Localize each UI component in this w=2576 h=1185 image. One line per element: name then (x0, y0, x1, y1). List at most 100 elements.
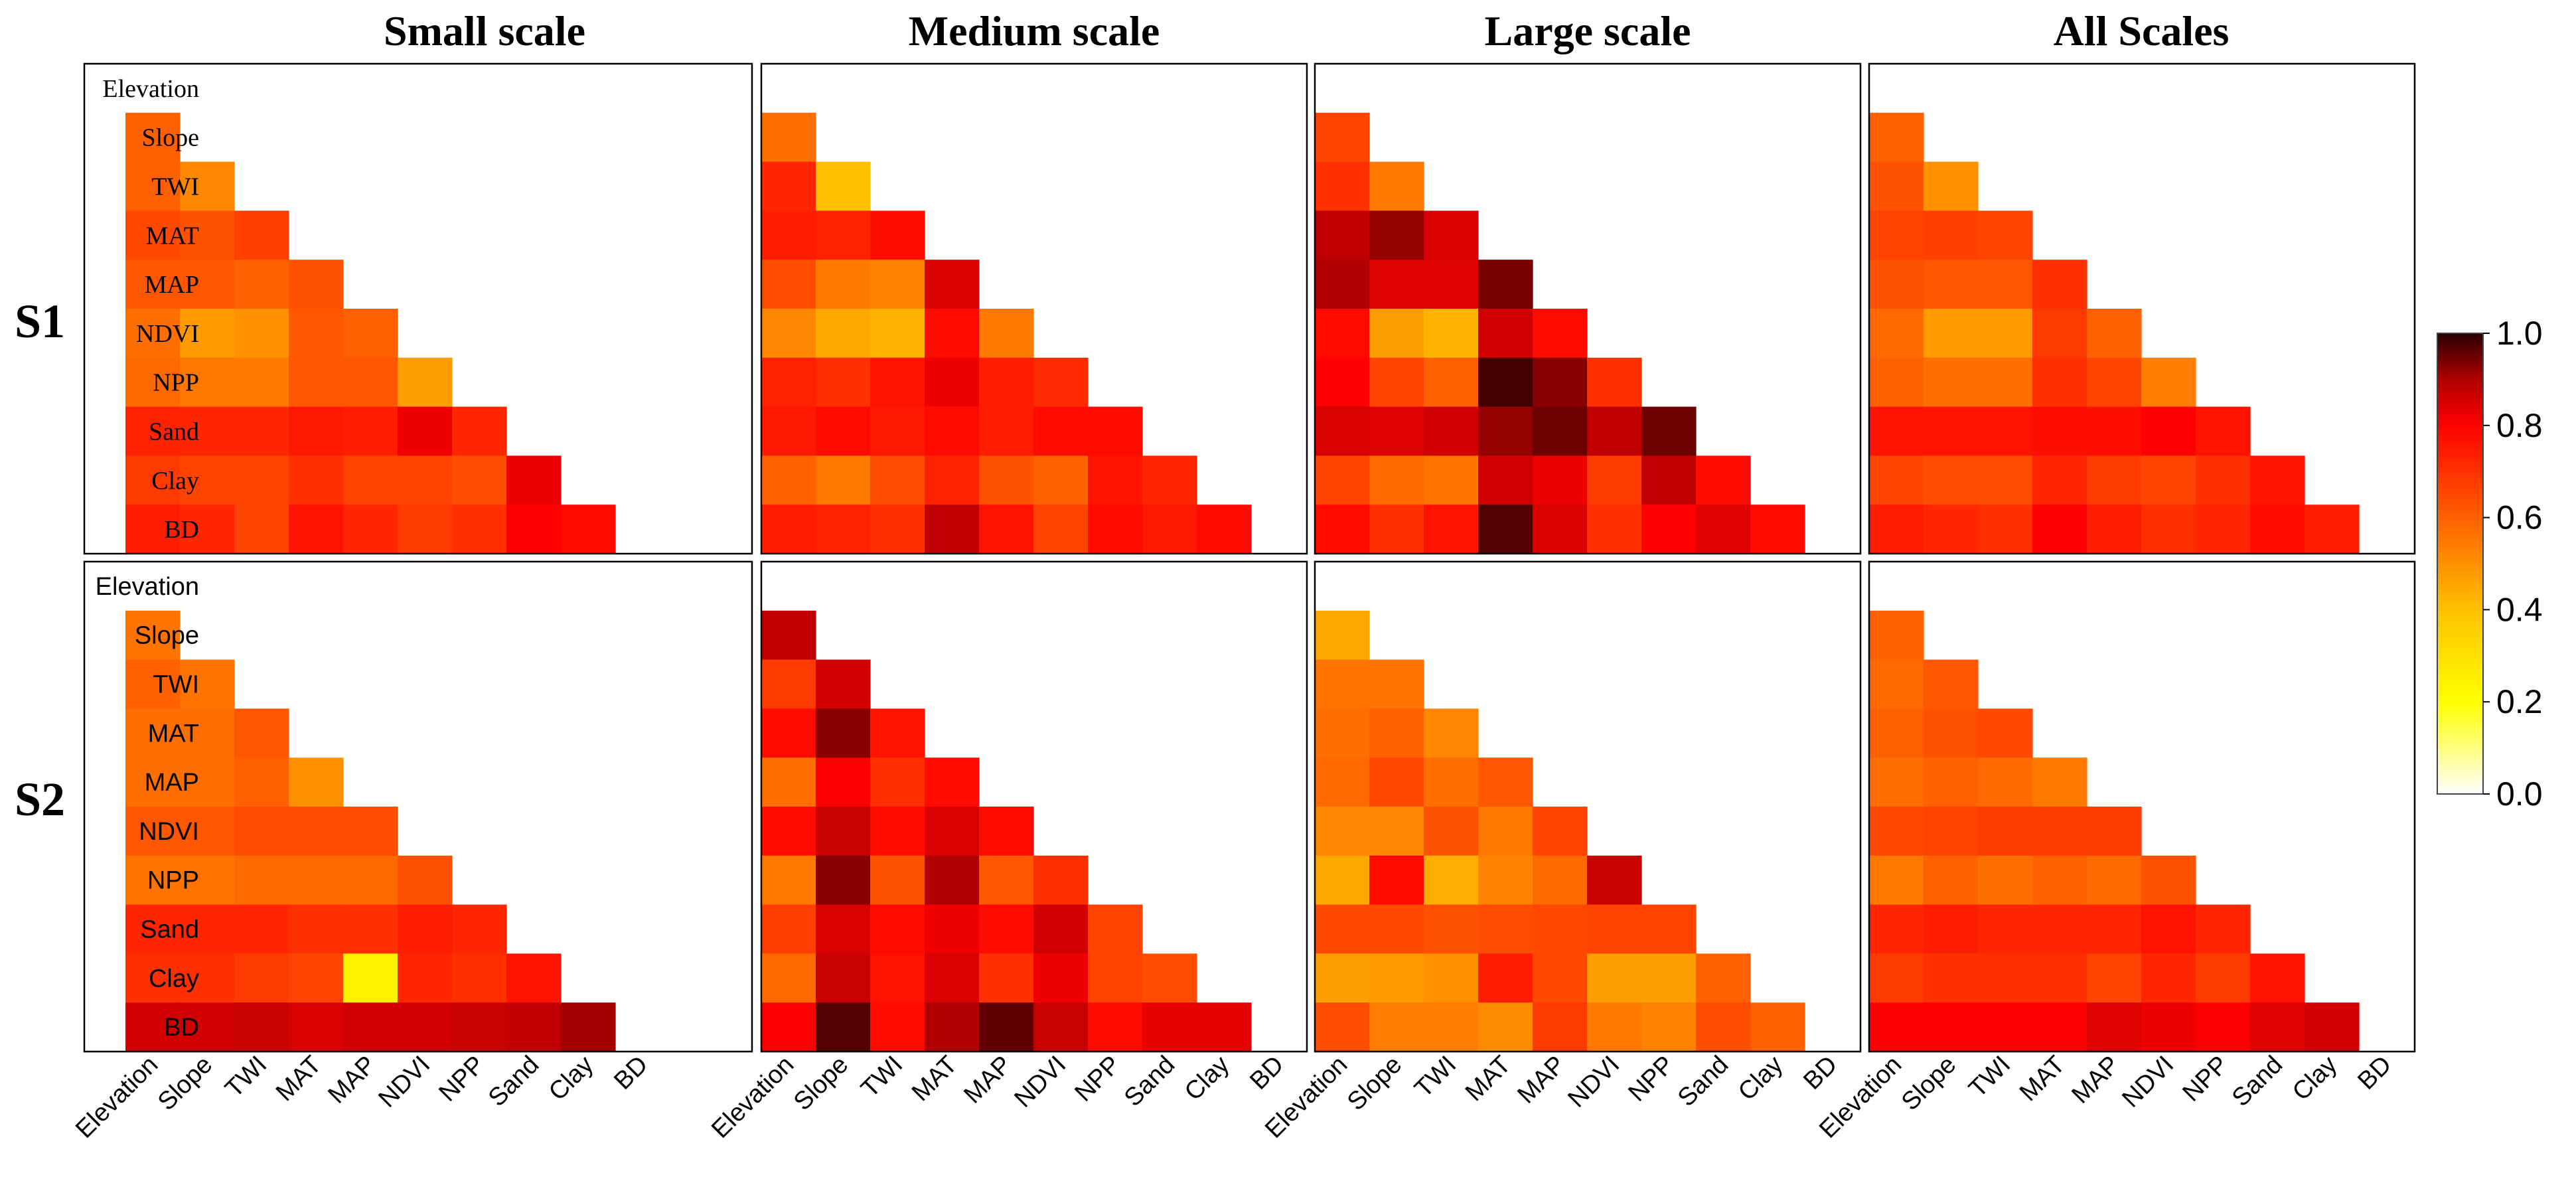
heatmap-cell (870, 210, 925, 260)
heatmap-cell (125, 757, 181, 807)
heatmap-cell (180, 708, 235, 758)
heatmap-cell (1478, 904, 1533, 954)
heatmap-cell (2196, 505, 2251, 554)
heatmap-cell (2087, 505, 2142, 554)
heatmap-cell (761, 309, 816, 358)
heatmap-cell (125, 260, 181, 309)
heatmap-cell (234, 807, 289, 856)
heatmap-panel (1314, 62, 1862, 555)
heatmap-cell (1315, 953, 1370, 1003)
heatmap-cell (1533, 505, 1588, 554)
x-tick-label: TWI (1409, 1051, 1462, 1103)
heatmap-cell (1142, 455, 1197, 505)
y-tick-label: BD (164, 516, 199, 544)
heatmap-cell (289, 807, 344, 856)
heatmap-cell (1641, 505, 1697, 554)
y-tick-label: NDVI (139, 818, 199, 846)
heatmap-cell (2141, 357, 2196, 408)
heatmap-cell (1869, 757, 1924, 807)
heatmap-cell (1533, 807, 1588, 856)
heatmap-cell (289, 260, 344, 309)
panel-border (83, 560, 753, 1053)
panel-border (1314, 62, 1862, 555)
heatmap-cell (2032, 757, 2087, 807)
heatmap-cell (1478, 505, 1533, 554)
heatmap-cell (1869, 161, 1924, 211)
heatmap-cell (180, 757, 235, 807)
x-tick-label: Sand (1119, 1051, 1180, 1112)
y-tick-label: Sand (149, 418, 199, 446)
heatmap-cell (1424, 1002, 1479, 1052)
heatmap-cell (1315, 807, 1370, 856)
heatmap-cell (1369, 708, 1424, 758)
heatmap-cell (1924, 210, 1979, 260)
heatmap-cell (1369, 659, 1424, 709)
heatmap-cell (289, 406, 344, 456)
heatmap-cell (180, 659, 235, 709)
heatmap-cell (1924, 161, 1979, 211)
heatmap-cell (1978, 708, 2033, 758)
heatmap-panel (83, 560, 753, 1053)
x-tick-label: NDVI (1562, 1051, 1625, 1113)
x-tick-label: MAT (907, 1051, 962, 1107)
x-tick-label: Clay (1179, 1051, 1235, 1106)
heatmap-cell (1478, 807, 1533, 856)
heatmap-cell (870, 406, 925, 456)
heatmap-cell (1978, 260, 2033, 309)
heatmap-cell (1424, 807, 1479, 856)
heatmap-cell (2141, 904, 2196, 954)
x-tick-label: Elevation (70, 1051, 163, 1144)
heatmap-cell (1978, 309, 2033, 358)
heatmap-cell (870, 953, 925, 1003)
heatmap-cell (2087, 1002, 2142, 1052)
heatmap-cell (452, 455, 507, 505)
heatmap-cell (761, 455, 816, 505)
heatmap-cell (1315, 357, 1370, 408)
heatmap-cell (979, 807, 1034, 856)
heatmap-cell (1533, 1002, 1588, 1052)
heatmap-cell (234, 406, 289, 456)
heatmap-cell (1869, 953, 1924, 1003)
heatmap-cell (234, 953, 289, 1003)
heatmap-cell (398, 357, 453, 408)
heatmap-cell (1315, 904, 1370, 954)
heatmap-cell (125, 505, 181, 554)
heatmap-cell (1924, 406, 1979, 456)
heatmap-cell (1315, 406, 1370, 456)
heatmap-cell (1924, 904, 1979, 954)
heatmap-cell (1369, 855, 1424, 906)
panel-border (760, 62, 1308, 555)
x-tick-label: MAP (2066, 1051, 2125, 1109)
heatmap-cell (1424, 953, 1479, 1003)
heatmap-cell (979, 406, 1034, 456)
heatmap-cell (1978, 406, 2033, 456)
heatmap-cell (180, 260, 235, 309)
heatmap-cell (2305, 1002, 2360, 1052)
heatmap-cell (2250, 1002, 2305, 1052)
heatmap-cell (1869, 708, 1924, 758)
x-tick-label: Slope (1342, 1051, 1407, 1116)
heatmap-cell (870, 309, 925, 358)
y-tick-label: Slope (135, 622, 199, 650)
x-tick-label: MAT (2014, 1051, 2070, 1107)
heatmap-cell (1869, 904, 1924, 954)
x-tick-label: Elevation (706, 1051, 799, 1144)
heatmap-cell (816, 455, 871, 505)
heatmap-cell (979, 904, 1034, 954)
heatmap-cell (1978, 505, 2033, 554)
heatmap-cell (1424, 708, 1479, 758)
heatmap-cell (2087, 455, 2142, 505)
heatmap-cell (1478, 855, 1533, 906)
heatmap-cell (125, 708, 181, 758)
x-tick-label: NDVI (373, 1051, 435, 1113)
heatmap-cell (1088, 953, 1143, 1003)
heatmap-cell (2087, 309, 2142, 358)
heatmap-cell (761, 708, 816, 758)
heatmap-cell (1533, 455, 1588, 505)
heatmap-cell (1924, 659, 1979, 709)
heatmap-cell (180, 455, 235, 505)
heatmap-cell (234, 210, 289, 260)
heatmap-cell (1641, 904, 1697, 954)
heatmap-cell (870, 505, 925, 554)
